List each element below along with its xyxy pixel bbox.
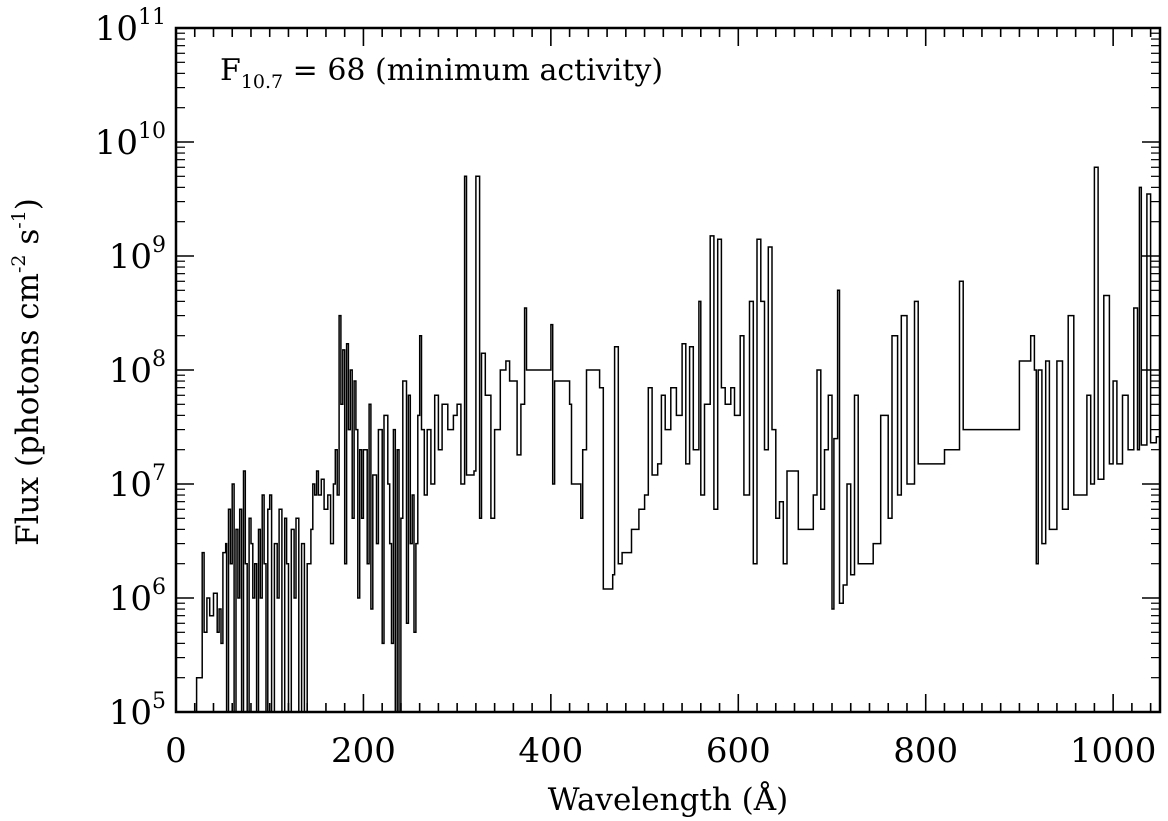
x-tick-label: 600	[706, 731, 771, 771]
x-tick-labels: 0 200 400 600 800 1000	[165, 731, 1156, 771]
y-tick-label: 108	[109, 347, 166, 391]
y-tick-label: 1010	[95, 119, 166, 163]
x-tick-label: 0	[165, 731, 187, 771]
y-tick-label: 109	[109, 233, 166, 277]
plot-frame	[174, 26, 1162, 714]
minor-ticks	[176, 28, 1160, 712]
y-tick-label: 1011	[95, 5, 166, 49]
y-tick-label: 107	[109, 461, 166, 505]
x-tick-label: 800	[893, 731, 958, 771]
annotation-text: F10.7 = 68 (minimum activity)	[220, 53, 663, 93]
x-tick-label: 1000	[1070, 731, 1157, 771]
x-tick-label: 200	[331, 731, 396, 771]
x-axis-title: Wavelength (Å)	[548, 780, 788, 818]
flux-series-line	[194, 166, 1160, 713]
y-tick-labels: 105 106 107 108 109 1010 1011	[95, 5, 166, 733]
series-group	[194, 166, 1160, 713]
y-tick-label: 106	[109, 575, 166, 619]
y-axis-title: Flux (photons cm-2 s-1)	[8, 198, 46, 546]
major-ticks	[175, 27, 1160, 713]
x-tick-label: 400	[518, 731, 583, 771]
y-tick-label: 105	[109, 689, 166, 733]
